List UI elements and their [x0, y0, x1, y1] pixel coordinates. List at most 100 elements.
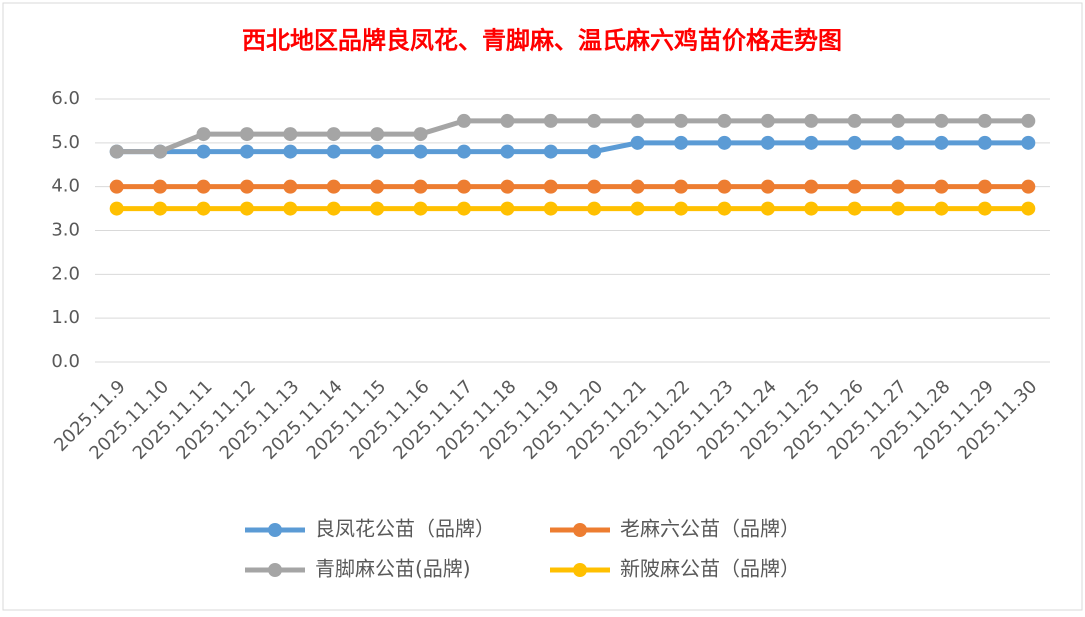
data-point [891, 135, 906, 150]
data-point [804, 201, 819, 216]
data-point [847, 113, 862, 128]
data-point [196, 179, 211, 194]
data-point [891, 179, 906, 194]
data-point [196, 127, 211, 142]
data-point [760, 179, 775, 194]
data-point [804, 179, 819, 194]
legend-label: 青脚麻公苗(品牌) [315, 557, 471, 581]
data-point [370, 201, 385, 216]
data-point [500, 201, 515, 216]
data-point [153, 144, 168, 159]
data-point [456, 113, 471, 128]
chart-title: 西北地区品牌良凤花、青脚麻、温氏麻六鸡苗价格走势图 [242, 26, 842, 55]
series-line [116, 118, 1029, 155]
y-tick-label: 0.0 [51, 351, 80, 372]
data-point [413, 127, 428, 142]
data-point [1021, 113, 1036, 128]
data-point [674, 179, 689, 194]
series-line [116, 140, 1029, 155]
y-tick-label: 1.0 [51, 307, 80, 328]
data-point [847, 135, 862, 150]
data-point [717, 179, 732, 194]
data-point [456, 144, 471, 159]
data-point [413, 179, 428, 194]
data-point [630, 179, 645, 194]
data-point [847, 179, 862, 194]
data-point [587, 113, 602, 128]
data-point [760, 201, 775, 216]
data-point [283, 127, 298, 142]
data-point [239, 179, 254, 194]
data-point [239, 127, 254, 142]
y-tick-label: 6.0 [51, 88, 80, 109]
data-point [1021, 135, 1036, 150]
data-point [587, 201, 602, 216]
y-tick-label: 5.0 [51, 132, 80, 153]
data-point [456, 201, 471, 216]
data-point [804, 135, 819, 150]
data-point [109, 144, 124, 159]
data-point [500, 179, 515, 194]
data-point [760, 135, 775, 150]
data-point [717, 113, 732, 128]
data-point [413, 144, 428, 159]
data-point [1021, 201, 1036, 216]
data-point [674, 201, 689, 216]
legend-marker [573, 563, 587, 577]
data-point [109, 179, 124, 194]
data-point [326, 201, 341, 216]
data-point [456, 179, 471, 194]
data-point [153, 201, 168, 216]
data-point [630, 113, 645, 128]
data-point [326, 179, 341, 194]
data-point [977, 201, 992, 216]
data-point [543, 113, 558, 128]
y-tick-label: 2.0 [51, 263, 80, 284]
data-point [804, 113, 819, 128]
data-point [500, 144, 515, 159]
data-point [760, 113, 775, 128]
data-point [847, 201, 862, 216]
data-point [1021, 179, 1036, 194]
data-point [934, 113, 949, 128]
legend-label: 良凤花公苗（品牌） [315, 517, 495, 541]
data-point [370, 179, 385, 194]
data-point [283, 201, 298, 216]
data-point [977, 113, 992, 128]
data-point [977, 135, 992, 150]
y-tick-label: 4.0 [51, 176, 80, 197]
data-point [370, 127, 385, 142]
data-point [326, 144, 341, 159]
data-point [543, 144, 558, 159]
data-point [587, 144, 602, 159]
data-point [153, 179, 168, 194]
data-point [109, 201, 124, 216]
legend-marker [268, 523, 282, 537]
legend-label: 老麻六公苗（品牌） [620, 517, 800, 541]
data-point [674, 135, 689, 150]
data-point [717, 201, 732, 216]
data-point [283, 144, 298, 159]
data-point [630, 135, 645, 150]
legend-marker [268, 563, 282, 577]
data-point [587, 179, 602, 194]
data-point [370, 144, 385, 159]
data-point [283, 179, 298, 194]
data-point [543, 201, 558, 216]
data-point [239, 144, 254, 159]
data-point [630, 201, 645, 216]
data-point [500, 113, 515, 128]
data-point [196, 201, 211, 216]
data-point [413, 201, 428, 216]
data-point [934, 201, 949, 216]
legend-marker [573, 523, 587, 537]
data-point [977, 179, 992, 194]
data-point [934, 179, 949, 194]
legend-label: 新陂麻公苗（品牌） [620, 557, 800, 581]
data-point [934, 135, 949, 150]
data-point [674, 113, 689, 128]
data-point [891, 113, 906, 128]
data-point [326, 127, 341, 142]
